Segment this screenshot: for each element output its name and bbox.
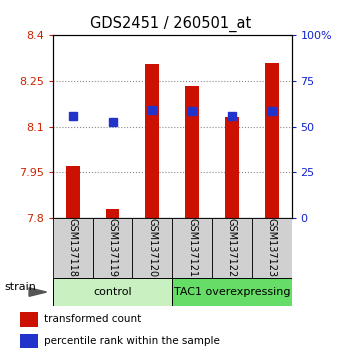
Text: TAC1 overexpressing: TAC1 overexpressing bbox=[174, 287, 290, 297]
Polygon shape bbox=[29, 288, 46, 296]
Bar bbox=[20, 333, 38, 348]
Bar bbox=[53, 218, 93, 278]
Bar bbox=[172, 218, 212, 278]
Bar bbox=[93, 218, 132, 278]
Bar bbox=[225, 118, 239, 218]
Text: transformed count: transformed count bbox=[44, 314, 141, 325]
Text: GSM137122: GSM137122 bbox=[227, 218, 237, 278]
Text: GSM137119: GSM137119 bbox=[107, 218, 118, 277]
Bar bbox=[252, 218, 292, 278]
Bar bbox=[66, 166, 80, 218]
Bar bbox=[53, 278, 172, 306]
Text: strain: strain bbox=[4, 282, 36, 292]
Bar bbox=[132, 218, 172, 278]
Bar bbox=[265, 63, 279, 218]
Bar bbox=[106, 209, 119, 218]
Bar bbox=[185, 86, 199, 218]
Bar bbox=[145, 64, 159, 218]
Text: control: control bbox=[93, 287, 132, 297]
Bar bbox=[212, 218, 252, 278]
Text: GSM137121: GSM137121 bbox=[187, 218, 197, 278]
Text: GDS2451 / 260501_at: GDS2451 / 260501_at bbox=[90, 16, 251, 32]
Bar bbox=[172, 278, 292, 306]
Text: GSM137118: GSM137118 bbox=[68, 218, 78, 277]
Text: percentile rank within the sample: percentile rank within the sample bbox=[44, 336, 220, 346]
Text: GSM137120: GSM137120 bbox=[147, 218, 157, 278]
Bar bbox=[20, 313, 38, 326]
Text: GSM137123: GSM137123 bbox=[267, 218, 277, 278]
